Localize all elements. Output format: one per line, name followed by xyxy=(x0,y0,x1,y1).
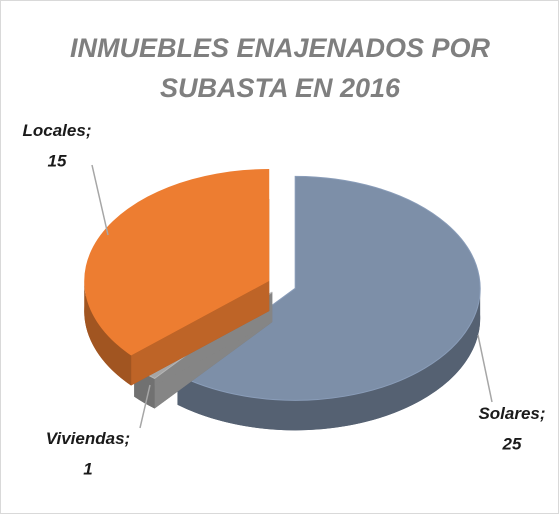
data-label-value: 1 xyxy=(83,459,92,478)
data-label: Locales; xyxy=(23,121,92,140)
slice-side xyxy=(84,280,132,386)
data-label-value: 15 xyxy=(48,151,67,170)
label-separator: ; xyxy=(540,404,546,423)
leader-line xyxy=(91,164,109,236)
label-separator: ; xyxy=(125,429,131,448)
slice-side xyxy=(177,288,481,431)
data-label: Viviendas; xyxy=(46,429,130,448)
label-name: Viviendas xyxy=(46,429,125,448)
slice-cut xyxy=(131,280,270,386)
chart-title: INMUEBLES ENAJENADOS POR SUBASTA EN 2016 xyxy=(69,33,491,103)
slice xyxy=(176,175,481,401)
label-name: Locales xyxy=(23,121,86,140)
label-separator: ; xyxy=(86,121,92,140)
data-label-value: 25 xyxy=(502,434,522,453)
slice xyxy=(84,168,270,356)
leader-line xyxy=(139,384,151,429)
label-name: Solares xyxy=(478,404,539,423)
leader-line xyxy=(477,334,493,403)
data-label: Solares; xyxy=(478,404,545,423)
